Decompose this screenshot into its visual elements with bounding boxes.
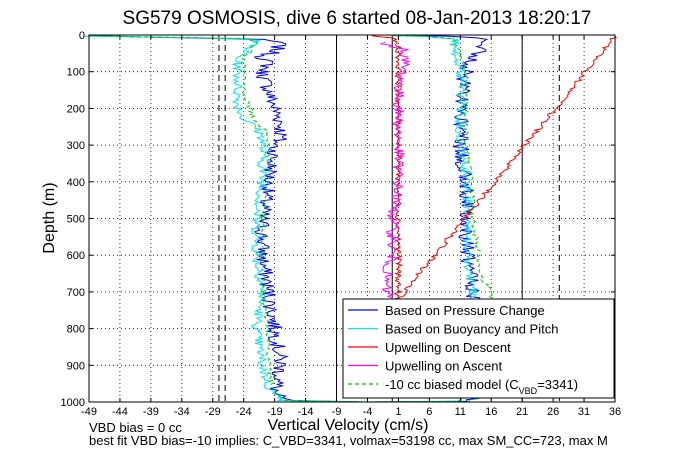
y-tick-label: 300 <box>67 140 85 152</box>
legend-box <box>342 298 615 399</box>
y-tick-label: 200 <box>67 103 85 115</box>
x-tick-label: 1 <box>395 406 401 418</box>
y-tick-label: 100 <box>67 67 85 79</box>
x-tick-label: -24 <box>236 406 252 418</box>
x-tick-label: 16 <box>485 406 497 418</box>
x-tick-label: -14 <box>298 406 314 418</box>
x-axis-label: Vertical Velocity (cm/s) <box>268 417 429 434</box>
x-tick-label: 11 <box>455 406 466 418</box>
x-tick-label: -49 <box>81 406 97 418</box>
y-tick-label: 500 <box>67 214 85 226</box>
x-tick-label: -34 <box>174 406 190 418</box>
x-tick-label: 26 <box>547 406 559 418</box>
x-tick-label: -9 <box>332 406 342 418</box>
y-tick-label: 800 <box>67 324 85 336</box>
best-fit-text: best fit VBD bias=-10 implies: C_VBD=334… <box>89 433 608 448</box>
x-tick-label: -19 <box>267 406 283 418</box>
vbd-bias-text: VBD bias = 0 cc <box>89 420 182 435</box>
x-tick-label: -39 <box>143 406 159 418</box>
series-line-2 <box>371 35 617 308</box>
x-tick-label: 31 <box>578 406 590 418</box>
reference-lines <box>218 35 560 402</box>
x-tick-label: -44 <box>112 406 128 418</box>
series-line-4 <box>88 34 494 403</box>
x-tick-label: -4 <box>363 406 373 418</box>
y-tick-label: 700 <box>67 287 85 299</box>
series-line-3 <box>380 41 411 300</box>
legend-label-2: Upwelling on Descent <box>385 340 511 355</box>
x-tick-label: 36 <box>609 406 621 418</box>
legend-subscript: VBD <box>519 386 538 396</box>
x-tick-label: 21 <box>516 406 528 418</box>
x-axis-ticks: -49 -44 -39 -34 -29 -24 -19 -14 -9 -4 1 6 11 16 21 26 31… <box>81 35 621 418</box>
y-tick-label: 600 <box>67 250 85 262</box>
legend-label-1: Based on Buoyancy and Pitch <box>385 322 558 337</box>
y-axis-label: Depth (m) <box>41 182 58 253</box>
chart-title: SG579 OSMOSIS, dive 6 started 08-Jan-201… <box>123 8 592 29</box>
y-tick-label: 1000 <box>61 397 85 409</box>
y-tick-label: 0 <box>79 30 85 42</box>
legend: Based on Pressure Change Based on Buoyanc… <box>342 298 615 399</box>
legend-label-0: Based on Pressure Change <box>385 303 545 318</box>
x-tick-label: 6 <box>426 406 432 418</box>
legend-label-3: Upwelling on Ascent <box>385 359 502 374</box>
y-axis-ticks: 0 100 200 300 400 500 600 700 800 900 1000 <box>61 30 615 409</box>
x-tick-label: -29 <box>205 406 221 418</box>
legend-suffix: =3341) <box>537 377 578 392</box>
y-tick-label: 900 <box>67 360 85 372</box>
y-tick-label: 400 <box>67 177 85 189</box>
